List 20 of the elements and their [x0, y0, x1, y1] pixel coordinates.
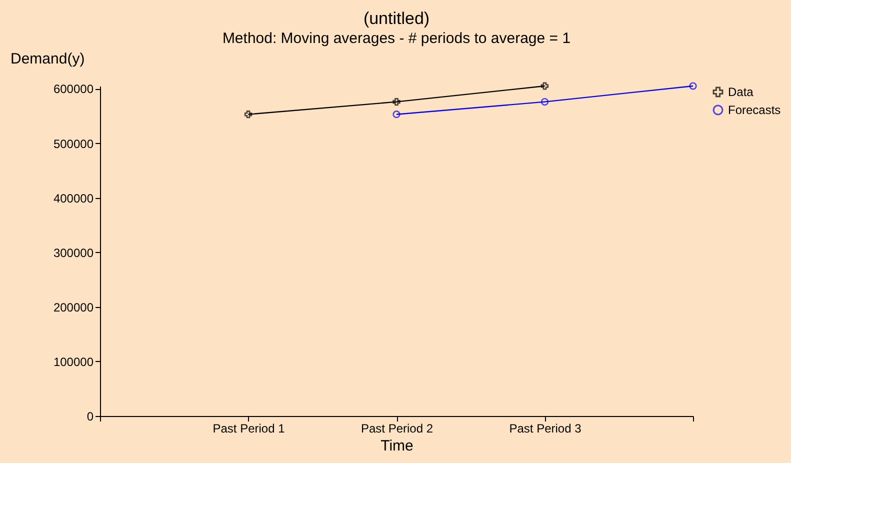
chart-title: (untitled) [363, 9, 430, 28]
y-tick-label: 300000 [53, 246, 94, 260]
x-tick-label: Past Period 3 [509, 422, 582, 436]
legend-label: Forecasts [728, 103, 781, 117]
x-tick-label: Past Period 1 [212, 422, 286, 436]
point [392, 98, 400, 106]
y-tick-label: 500000 [53, 136, 94, 151]
y-axis-title: Demand(y) [10, 50, 85, 68]
y-tick-label: 0 [86, 410, 94, 424]
point [244, 110, 252, 118]
x-axis-title: Time [380, 438, 414, 454]
point [540, 98, 549, 106]
legend-label: Data [728, 85, 754, 99]
x-tick-label: Past Period 2 [360, 422, 434, 436]
point [540, 82, 549, 90]
y-tick-label: 400000 [53, 191, 94, 206]
y-tick-label: 600000 [53, 82, 94, 96]
chart-subtitle: Method: Moving averages - # periods to average = 1 [222, 30, 571, 47]
y-tick-label: 100000 [53, 354, 94, 369]
y-tick-label: 200000 [53, 300, 94, 314]
